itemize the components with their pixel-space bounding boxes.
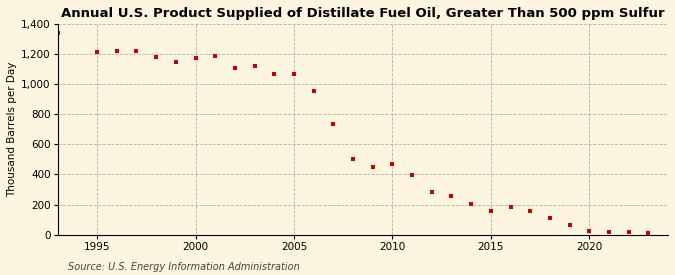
Y-axis label: Thousand Barrels per Day: Thousand Barrels per Day — [7, 62, 17, 197]
Text: Source: U.S. Energy Information Administration: Source: U.S. Energy Information Administ… — [68, 262, 299, 272]
Title: Annual U.S. Product Supplied of Distillate Fuel Oil, Greater Than 500 ppm Sulfur: Annual U.S. Product Supplied of Distilla… — [61, 7, 665, 20]
